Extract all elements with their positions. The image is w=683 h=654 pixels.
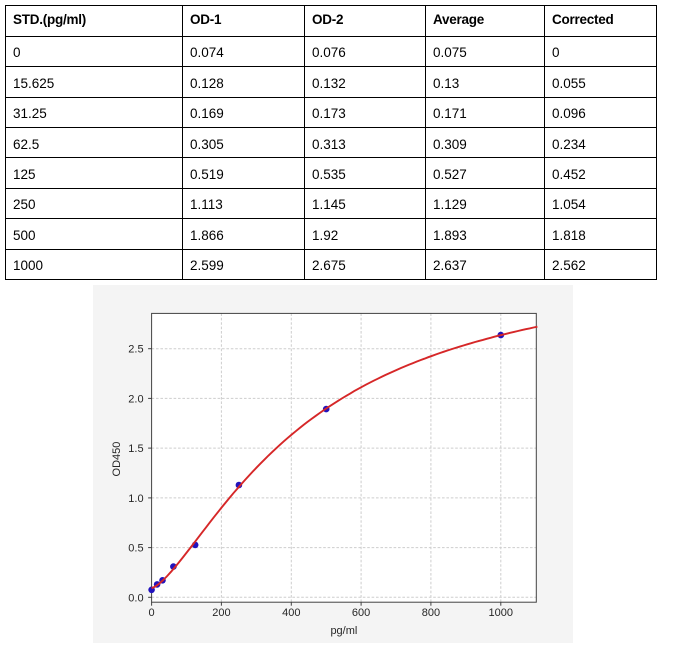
svg-text:0.0: 0.0: [128, 592, 143, 604]
svg-text:0.5: 0.5: [128, 543, 143, 555]
svg-text:OD450: OD450: [111, 442, 123, 477]
svg-text:2.0: 2.0: [128, 393, 143, 405]
svg-text:1000: 1000: [489, 607, 513, 619]
svg-text:200: 200: [212, 607, 230, 619]
svg-text:1.5: 1.5: [128, 443, 143, 455]
svg-text:600: 600: [352, 607, 370, 619]
svg-text:1.0: 1.0: [128, 493, 143, 505]
svg-text:400: 400: [282, 607, 300, 619]
svg-text:2.5: 2.5: [128, 344, 143, 356]
svg-text:800: 800: [422, 607, 440, 619]
svg-text:pg/ml: pg/ml: [330, 625, 357, 637]
svg-text:0: 0: [149, 607, 155, 619]
